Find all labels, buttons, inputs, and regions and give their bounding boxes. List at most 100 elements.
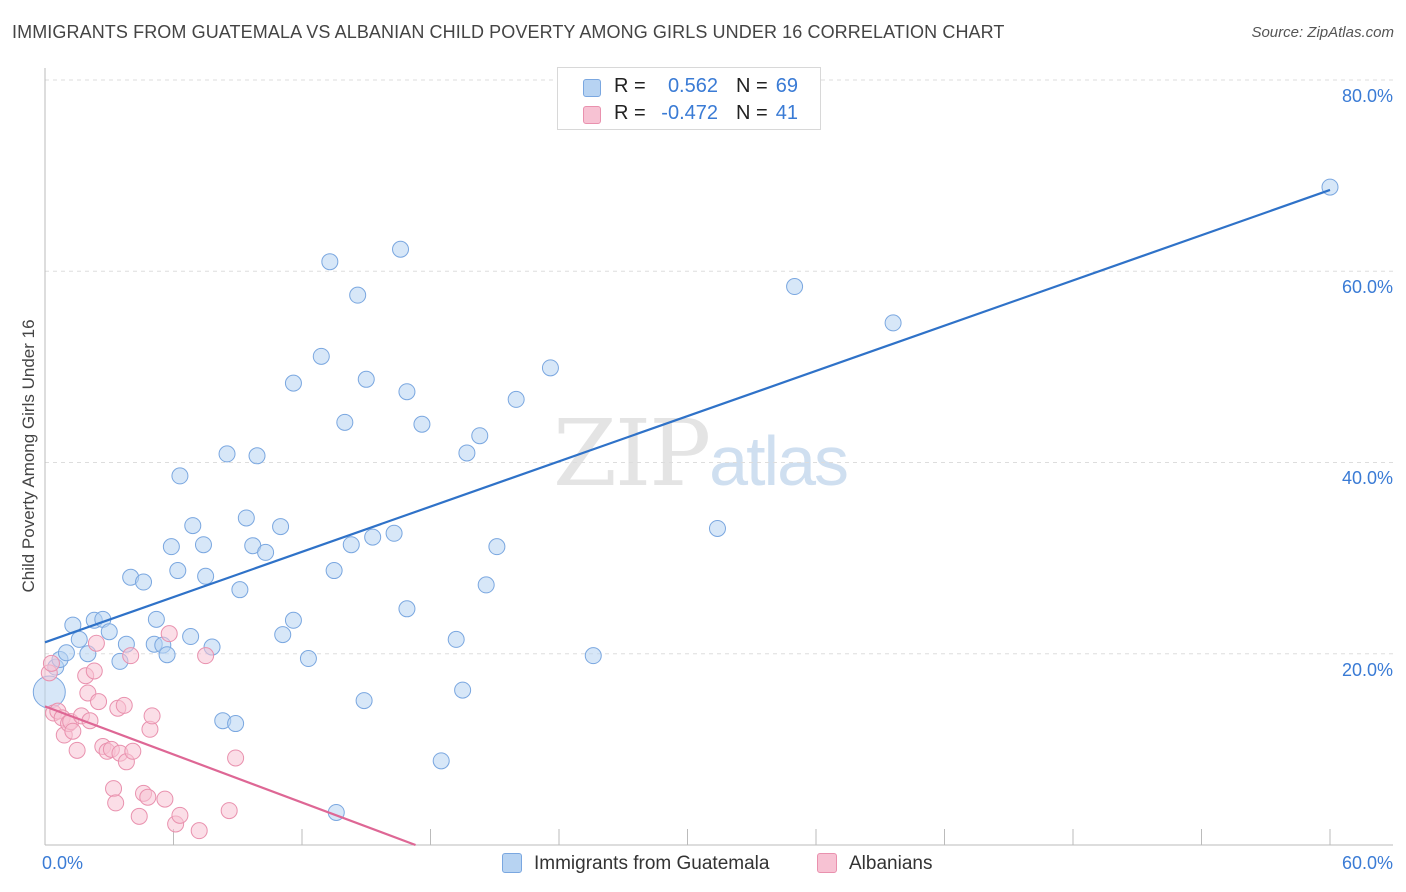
series-guatemala-points: [32, 178, 1339, 821]
y-tick-20: 20.0%: [1341, 660, 1393, 680]
point-albanians: [107, 794, 125, 812]
point-albanians: [85, 662, 103, 680]
grid-lines: [45, 79, 1393, 655]
point-albanians: [124, 742, 142, 760]
point-albanians: [130, 807, 148, 825]
point-guatemala: [57, 644, 75, 662]
n-value: 41: [775, 102, 798, 124]
point-albanians: [139, 788, 157, 806]
point-albanians: [227, 749, 245, 767]
point-guatemala: [786, 278, 804, 296]
r-value: -0.472: [661, 102, 718, 124]
point-guatemala: [218, 445, 236, 463]
point-guatemala: [541, 359, 559, 377]
point-albanians: [105, 780, 123, 798]
point-guatemala: [413, 415, 431, 433]
point-guatemala: [227, 715, 245, 733]
point-guatemala: [194, 536, 212, 554]
point-guatemala: [284, 611, 302, 629]
point-guatemala: [708, 519, 726, 537]
point-guatemala: [171, 467, 189, 485]
swatch-albanians: [583, 106, 601, 124]
legend-label-guatemala: Immigrants from Guatemala: [534, 853, 770, 874]
point-guatemala: [321, 253, 339, 271]
point-guatemala: [447, 630, 465, 648]
point-albanians: [197, 647, 215, 665]
point-guatemala: [398, 600, 416, 618]
point-guatemala: [398, 383, 416, 401]
point-albanians: [68, 741, 86, 759]
point-guatemala: [162, 538, 180, 556]
legend-swatch-guatemala: [502, 853, 522, 873]
point-guatemala: [312, 347, 330, 365]
point-guatemala: [454, 681, 472, 699]
x-tick-0: 0.0%: [42, 853, 84, 873]
r-label: R =: [614, 75, 646, 97]
point-guatemala: [100, 623, 118, 641]
point-guatemala: [342, 536, 360, 554]
point-guatemala: [158, 646, 176, 664]
series-legend: Immigrants from Guatemala Albanians: [0, 850, 1406, 880]
point-guatemala: [248, 447, 266, 465]
point-guatemala: [197, 567, 215, 585]
point-guatemala: [231, 581, 249, 599]
point-guatemala: [507, 390, 525, 408]
point-guatemala: [477, 576, 495, 594]
point-albanians: [42, 654, 60, 672]
point-guatemala: [458, 444, 476, 462]
point-guatemala: [357, 370, 375, 388]
point-guatemala: [182, 628, 200, 646]
trend-lines: [44, 188, 1331, 847]
point-albanians: [90, 693, 108, 711]
trend-line-guatemala: [44, 188, 1331, 644]
point-guatemala: [584, 647, 602, 665]
point-guatemala: [488, 538, 506, 556]
y-tick-60: 60.0%: [1341, 277, 1393, 297]
point-guatemala: [299, 650, 317, 668]
legend-swatch-albanians: [817, 853, 837, 873]
watermark-atlas: atlas: [709, 422, 849, 500]
point-guatemala: [184, 517, 202, 535]
n-value: 69: [775, 75, 798, 97]
point-albanians: [156, 790, 174, 808]
point-guatemala: [274, 626, 292, 644]
point-albanians: [122, 647, 140, 665]
series-albanians-points: [40, 625, 245, 840]
point-guatemala: [325, 562, 343, 580]
point-guatemala: [237, 509, 255, 527]
point-guatemala: [169, 562, 187, 580]
y-tick-40: 40.0%: [1341, 468, 1393, 488]
stats-legend: R = 0.562 N = 69 R = -0.472 N = 41: [557, 67, 821, 130]
point-albanians: [171, 806, 189, 824]
point-guatemala: [385, 524, 403, 542]
point-guatemala: [471, 427, 489, 445]
point-guatemala: [392, 240, 410, 258]
trend-line-albanians: [44, 705, 416, 847]
y-tick-80: 80.0%: [1341, 86, 1393, 106]
point-albanians: [64, 722, 82, 740]
point-albanians: [87, 634, 105, 652]
point-guatemala: [336, 413, 354, 431]
point-albanians: [220, 802, 238, 820]
stats-row-albanians: R = -0.472 N = 41: [558, 102, 820, 128]
n-label: N =: [736, 75, 768, 97]
y-axis-title: Child Poverty Among Girls Under 16: [19, 319, 38, 593]
point-guatemala: [135, 573, 153, 591]
r-label: R =: [614, 102, 646, 124]
chart-title: IMMIGRANTS FROM GUATEMALA VS ALBANIAN CH…: [12, 22, 1005, 42]
point-guatemala: [257, 543, 275, 561]
point-guatemala: [355, 692, 373, 710]
r-value: 0.562: [667, 75, 718, 97]
stats-row-guatemala: R = 0.562 N = 69: [558, 75, 820, 101]
point-guatemala: [349, 286, 367, 304]
n-label: N =: [736, 102, 768, 124]
point-guatemala: [432, 752, 450, 770]
point-albanians: [115, 696, 133, 714]
point-albanians: [143, 707, 161, 725]
swatch-guatemala: [583, 79, 601, 97]
point-guatemala: [147, 610, 165, 628]
source-credit: Source: ZipAtlas.com: [1251, 24, 1394, 41]
x-tick-60: 60.0%: [1341, 853, 1393, 873]
legend-label-albanians: Albanians: [849, 853, 933, 874]
